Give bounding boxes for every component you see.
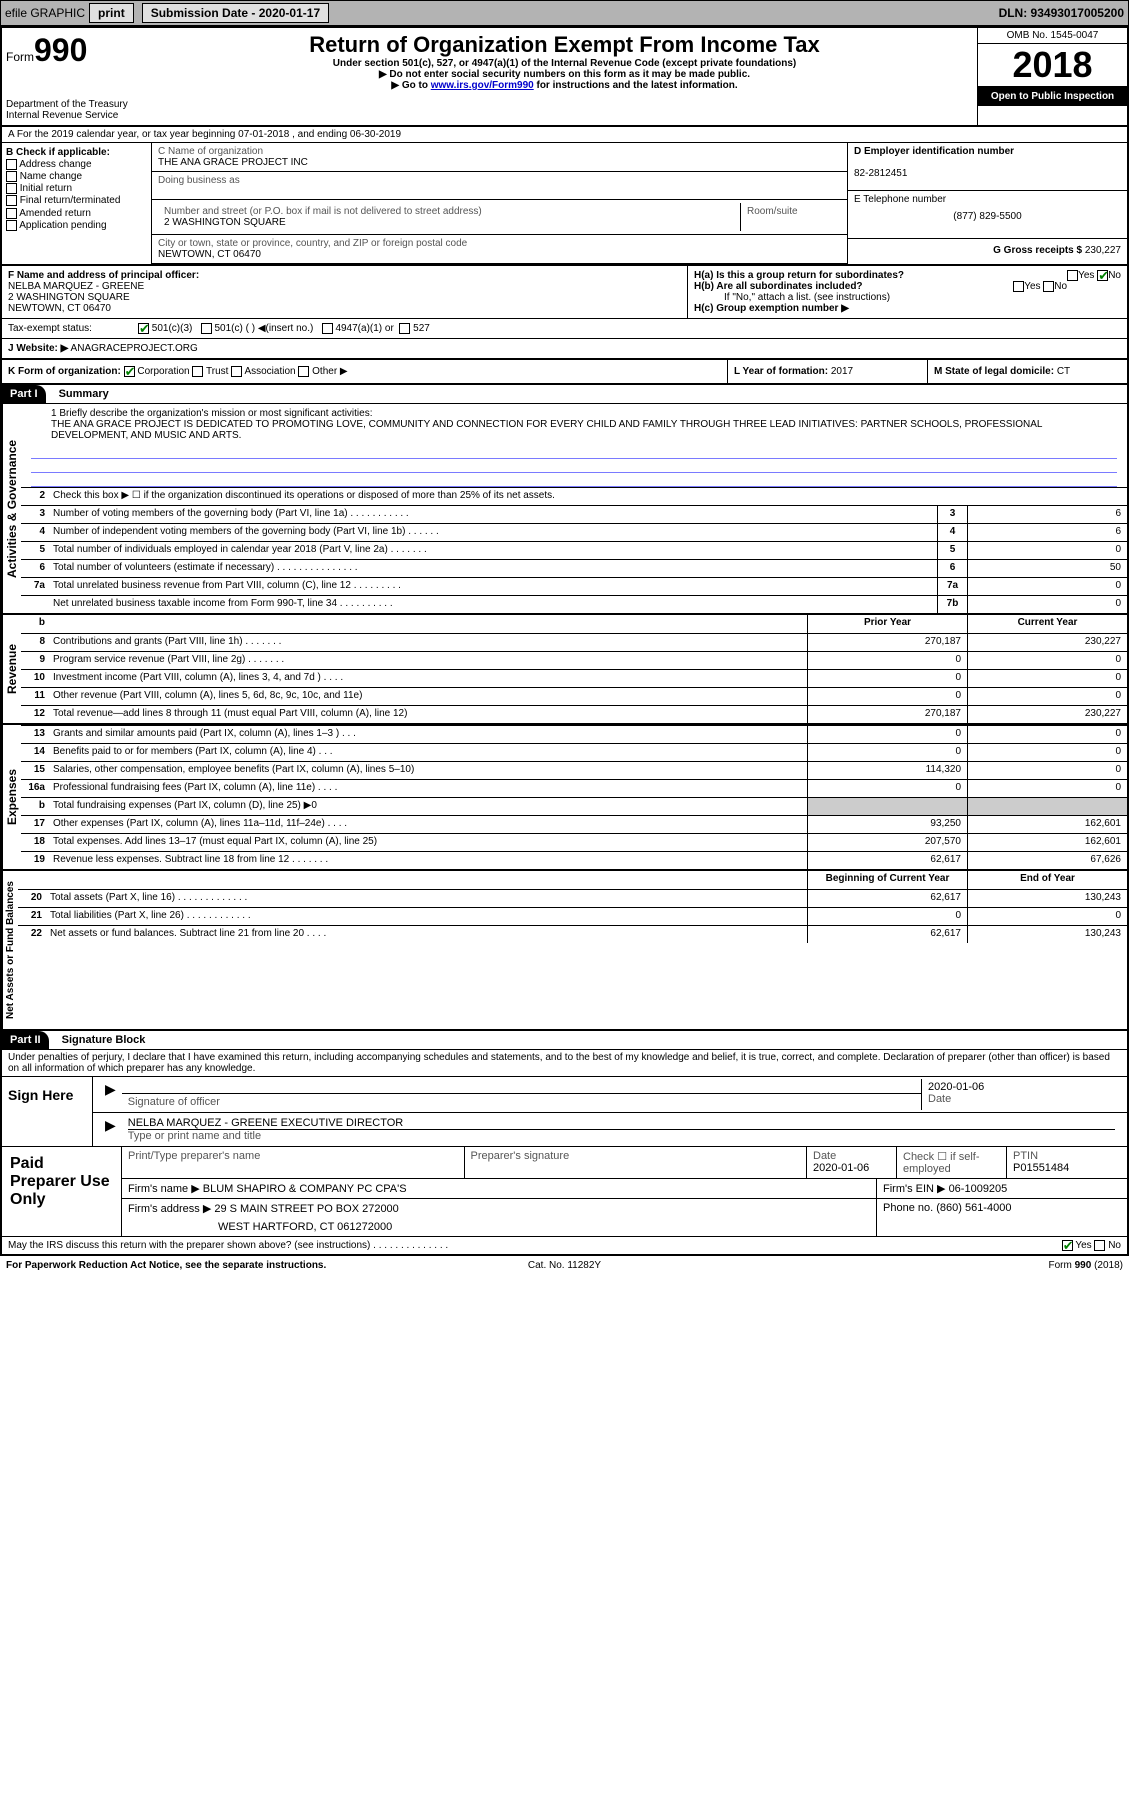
website-value: ANAGRACEPROJECT.ORG: [71, 343, 198, 354]
col-d: D Employer identification number82-28124…: [847, 143, 1127, 264]
col-h: H(a) Is this a group return for subordin…: [687, 266, 1127, 318]
org-name: THE ANA GRACE PROJECT INC: [158, 157, 308, 168]
form-title: Return of Organization Exempt From Incom…: [156, 32, 973, 58]
part2-header: Part II Signature Block: [2, 1031, 1127, 1050]
row-k: K Form of organization: Corporation Trus…: [2, 360, 1127, 385]
table-row: Net unrelated business taxable income fr…: [21, 595, 1127, 613]
table-row: 4Number of independent voting members of…: [21, 523, 1127, 541]
table-row: 17Other expenses (Part IX, column (A), l…: [21, 815, 1127, 833]
print-button[interactable]: print: [89, 3, 134, 23]
table-row: 5Total number of individuals employed in…: [21, 541, 1127, 559]
officer-name: NELBA MARQUEZ - GREENE: [8, 281, 144, 292]
telephone: (877) 829-5500: [854, 211, 1121, 222]
efile-label: efile GRAPHIC: [5, 6, 85, 20]
submission-date-button[interactable]: Submission Date - 2020-01-17: [142, 3, 329, 23]
expenses-label: Expenses: [2, 725, 21, 869]
perjury-text: Under penalties of perjury, I declare th…: [2, 1050, 1127, 1077]
header-right: OMB No. 1545-0047 2018 Open to Public In…: [977, 28, 1127, 125]
page-footer: For Paperwork Reduction Act Notice, see …: [0, 1256, 1129, 1275]
part1-header: Part I Summary: [2, 385, 1127, 404]
table-row: 2Check this box ▶ ☐ if the organization …: [21, 487, 1127, 505]
chk-amended[interactable]: Amended return: [6, 208, 147, 219]
table-row: 16aProfessional fundraising fees (Part I…: [21, 779, 1127, 797]
mission-text: THE ANA GRACE PROJECT IS DEDICATED TO PR…: [51, 419, 1097, 441]
row-a: A For the 2019 calendar year, or tax yea…: [2, 127, 1127, 143]
revenue-section: Revenue bPrior YearCurrent Year 8Contrib…: [2, 615, 1127, 725]
form-header: Form990 Department of the Treasury Inter…: [2, 28, 1127, 127]
header-left: Form990 Department of the Treasury Inter…: [2, 28, 152, 125]
expenses-section: Expenses 13Grants and similar amounts pa…: [2, 725, 1127, 871]
col-f: F Name and address of principal officer:…: [2, 266, 687, 318]
dln-label: DLN: 93493017005200: [999, 6, 1124, 20]
section-fh: F Name and address of principal officer:…: [2, 266, 1127, 319]
chk-pending[interactable]: Application pending: [6, 220, 147, 231]
firm-name: BLUM SHAPIRO & COMPANY PC CPA'S: [203, 1183, 407, 1195]
table-row: 19Revenue less expenses. Subtract line 1…: [21, 851, 1127, 869]
chk-address[interactable]: Address change: [6, 159, 147, 170]
form-outer: Form990 Department of the Treasury Inter…: [0, 26, 1129, 1256]
preparer-block: Paid Preparer Use Only Print/Type prepar…: [2, 1147, 1127, 1236]
table-row: 8Contributions and grants (Part VIII, li…: [21, 633, 1127, 651]
mission-block: 1 Briefly describe the organization's mi…: [21, 404, 1127, 445]
governance-label: Activities & Governance: [2, 404, 21, 613]
irs-link[interactable]: www.irs.gov/Form990: [431, 80, 534, 91]
website-row: J Website: ▶ ANAGRACEPROJECT.ORG: [2, 339, 1127, 360]
table-row: 20Total assets (Part X, line 16) . . . .…: [18, 889, 1127, 907]
chk-final[interactable]: Final return/terminated: [6, 195, 147, 206]
table-row: 22Net assets or fund balances. Subtract …: [18, 925, 1127, 943]
revenue-label: Revenue: [2, 615, 21, 723]
tax-status-row: Tax-exempt status: 501(c)(3) 501(c) ( ) …: [2, 319, 1127, 339]
table-row: 14Benefits paid to or for members (Part …: [21, 743, 1127, 761]
table-row: 11Other revenue (Part VIII, column (A), …: [21, 687, 1127, 705]
form-ref: Form 990 (2018): [751, 1260, 1123, 1271]
table-row: 6Total number of volunteers (estimate if…: [21, 559, 1127, 577]
org-street: 2 WASHINGTON SQUARE: [164, 217, 286, 228]
header-mid: Return of Organization Exempt From Incom…: [152, 28, 977, 125]
table-row: 13Grants and similar amounts paid (Part …: [21, 725, 1127, 743]
table-row: 10Investment income (Part VIII, column (…: [21, 669, 1127, 687]
table-row: 12Total revenue—add lines 8 through 11 (…: [21, 705, 1127, 723]
table-row: 7aTotal unrelated business revenue from …: [21, 577, 1127, 595]
table-row: 9Program service revenue (Part VIII, lin…: [21, 651, 1127, 669]
table-row: 3Number of voting members of the governi…: [21, 505, 1127, 523]
table-row: 21Total liabilities (Part X, line 26) . …: [18, 907, 1127, 925]
table-row: 18Total expenses. Add lines 13–17 (must …: [21, 833, 1127, 851]
table-row: 15Salaries, other compensation, employee…: [21, 761, 1127, 779]
col-c: C Name of organizationTHE ANA GRACE PROJ…: [152, 143, 847, 264]
omb-label: OMB No. 1545-0047: [978, 28, 1127, 44]
ein-value: 82-2812451: [854, 168, 907, 179]
sign-here-block: Sign Here ▶ Signature of officer 2020-01…: [2, 1077, 1127, 1147]
signer-name: NELBA MARQUEZ - GREENE EXECUTIVE DIRECTO…: [128, 1117, 403, 1129]
table-row: bTotal fundraising expenses (Part IX, co…: [21, 797, 1127, 815]
col-b: B Check if applicable: Address change Na…: [2, 143, 152, 264]
dept-label: Department of the Treasury Internal Reve…: [6, 99, 148, 121]
org-city: NEWTOWN, CT 06470: [158, 249, 261, 260]
netassets-section: Net Assets or Fund Balances Beginning of…: [2, 871, 1127, 1031]
inspection-label: Open to Public Inspection: [978, 87, 1127, 106]
section-bcd: B Check if applicable: Address change Na…: [2, 143, 1127, 266]
chk-name[interactable]: Name change: [6, 171, 147, 182]
discuss-row: May the IRS discuss this return with the…: [2, 1236, 1127, 1254]
top-toolbar: efile GRAPHIC print Submission Date - 20…: [0, 0, 1129, 26]
tax-year: 2018: [978, 44, 1127, 87]
gross-receipts: 230,227: [1085, 245, 1121, 256]
netassets-label: Net Assets or Fund Balances: [2, 871, 18, 1029]
governance-section: Activities & Governance 1 Briefly descri…: [2, 404, 1127, 615]
chk-initial[interactable]: Initial return: [6, 183, 147, 194]
